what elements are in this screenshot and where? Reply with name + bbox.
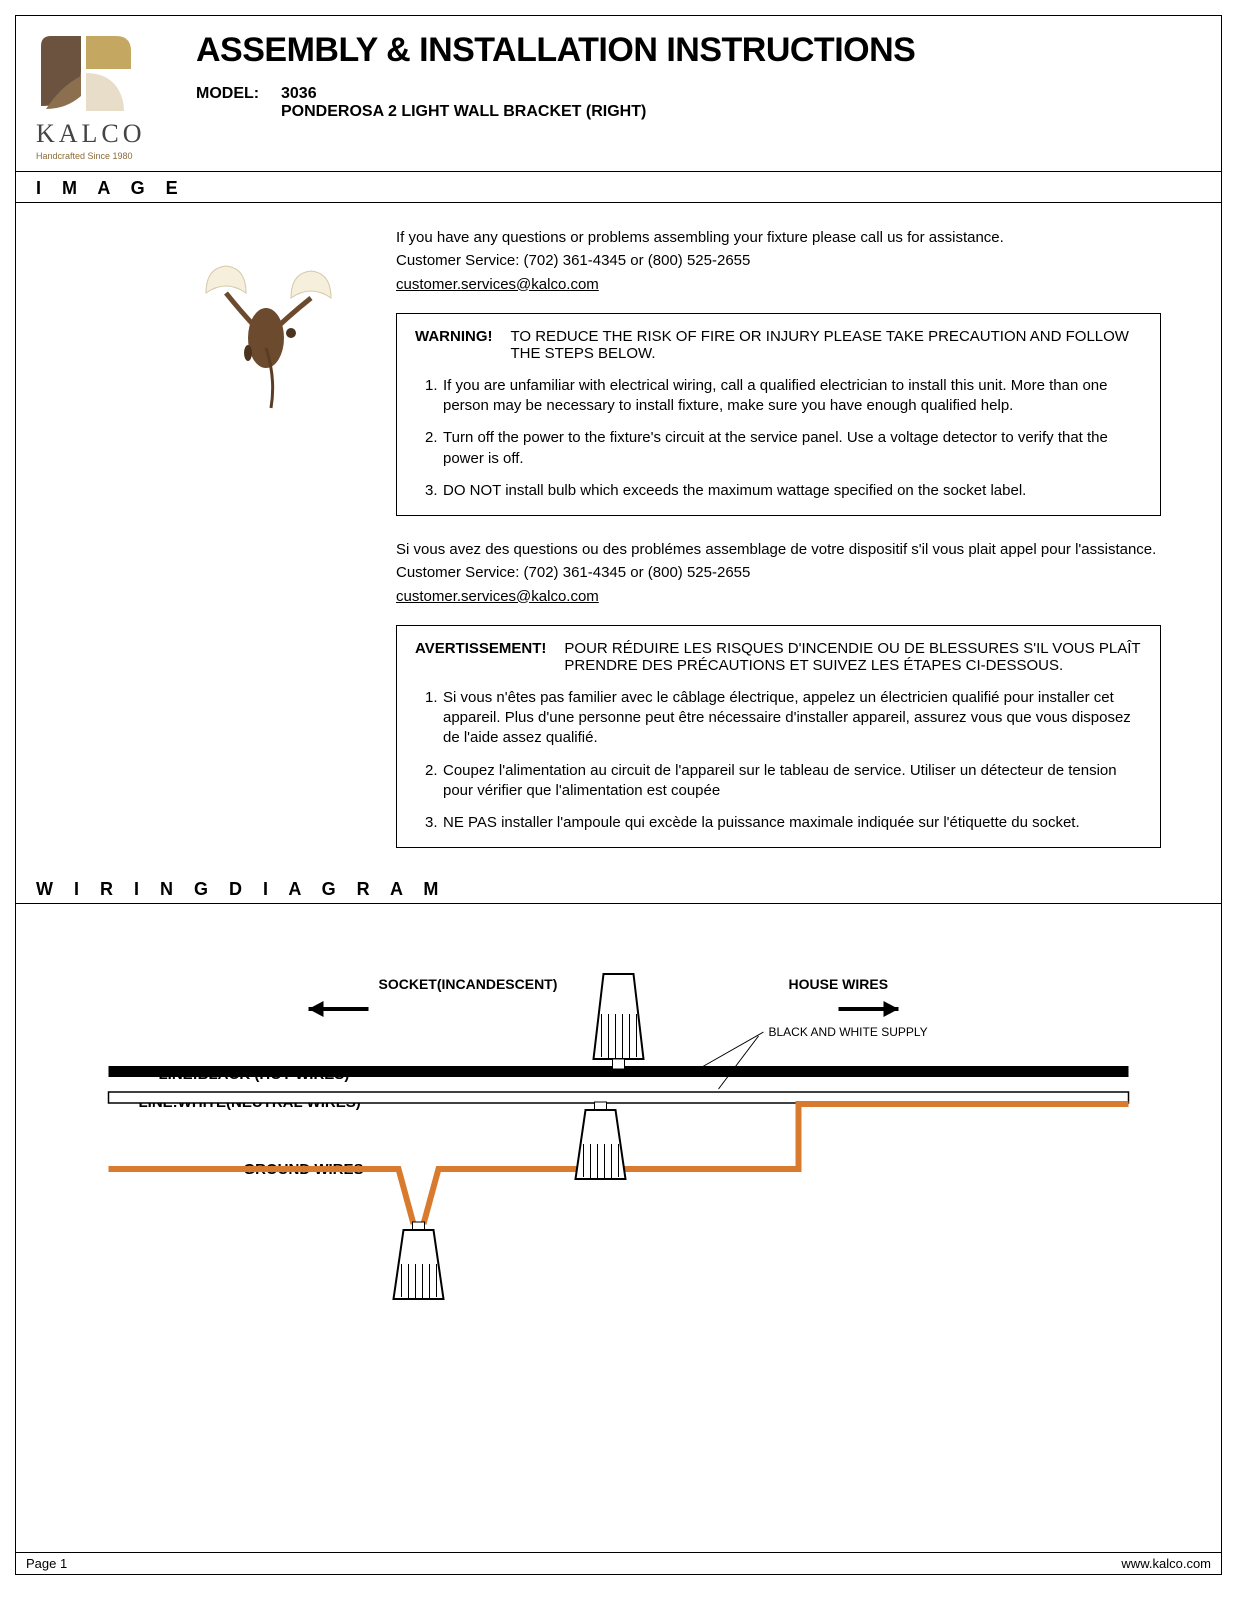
step-fr-3: 3. NE PAS installer l'ampoule qui excède…: [425, 813, 1142, 833]
model-label: MODEL:: [196, 85, 281, 103]
step-text: Coupez l'alimentation au circuit de l'ap…: [443, 761, 1142, 802]
intro-fr-1: Si vous avez des questions ou des problé…: [396, 540, 1161, 560]
step-num: 2.: [425, 428, 443, 469]
content-area: If you have any questions or problems as…: [16, 203, 1221, 873]
step-num: 1.: [425, 688, 443, 749]
step-num: 3.: [425, 813, 443, 833]
step-text: Turn off the power to the fixture's circ…: [443, 428, 1142, 469]
warn-text-en: TO REDUCE THE RISK OF FIRE OR INJURY PLE…: [511, 328, 1143, 362]
footer: Page 1 www.kalco.com: [16, 1552, 1221, 1574]
brand-tagline: Handcrafted Since 1980: [36, 151, 186, 161]
intro-fr-2: Customer Service: (702) 361-4345 or (800…: [396, 563, 1161, 583]
warn-label-fr: AVERTISSEMENT!: [415, 640, 564, 674]
product-image-column: [36, 228, 396, 848]
wiring-svg: SOCKET(INCANDESCENT) HOUSE WIRES BLACK A…: [66, 944, 1171, 1304]
step-en-3: 3. DO NOT install bulb which exceeds the…: [425, 481, 1142, 501]
email-en[interactable]: customer.services@kalco.com: [396, 275, 1161, 295]
step-text: DO NOT install bulb which exceeds the ma…: [443, 481, 1142, 501]
wire-nut-top: [594, 974, 644, 1069]
intro-en-2: Customer Service: (702) 361-4345 or (800…: [396, 251, 1161, 271]
product-image-icon: [176, 238, 356, 438]
step-fr-2: 2. Coupez l'alimentation au circuit de l…: [425, 761, 1142, 802]
text-column: If you have any questions or problems as…: [396, 228, 1201, 848]
step-text: Si vous n'êtes pas familier avec le câbl…: [443, 688, 1142, 749]
section-label-image: I M A G E: [16, 171, 1221, 203]
step-text: If you are unfamiliar with electrical wi…: [443, 376, 1142, 417]
step-num: 1.: [425, 376, 443, 417]
section-label-wiring: W I R I N G D I A G R A M: [16, 873, 1221, 904]
page-title: ASSEMBLY & INSTALLATION INSTRUCTIONS: [196, 31, 1201, 70]
warn-label-en: WARNING!: [415, 328, 511, 362]
product-name: PONDEROSA 2 LIGHT WALL BRACKET (RIGHT): [281, 103, 1201, 121]
step-num: 3.: [425, 481, 443, 501]
page-number: Page 1: [26, 1556, 67, 1571]
model-number: 3036: [281, 85, 317, 103]
warn-text-fr: POUR RÉDUIRE LES RISQUES D'INCENDIE OU D…: [564, 640, 1142, 674]
footer-url: www.kalco.com: [1121, 1556, 1211, 1571]
socket-label: SOCKET(INCANDESCENT): [379, 976, 558, 992]
step-en-2: 2. Turn off the power to the fixture's c…: [425, 428, 1142, 469]
warning-head-en: WARNING! TO REDUCE THE RISK OF FIRE OR I…: [415, 328, 1142, 362]
house-wires-label: HOUSE WIRES: [789, 976, 889, 992]
wire-nut-middle: [576, 1102, 626, 1179]
model-row: MODEL: 3036: [196, 85, 1201, 103]
warning-box-en: WARNING! TO REDUCE THE RISK OF FIRE OR I…: [396, 313, 1161, 516]
title-block: ASSEMBLY & INSTALLATION INSTRUCTIONS MOD…: [186, 31, 1201, 161]
intro-en-1: If you have any questions or problems as…: [396, 228, 1161, 248]
header-row: KALCO Handcrafted Since 1980 ASSEMBLY & …: [16, 16, 1221, 171]
step-text: NE PAS installer l'ampoule qui excède la…: [443, 813, 1142, 833]
step-fr-1: 1. Si vous n'êtes pas familier avec le c…: [425, 688, 1142, 749]
page-container: KALCO Handcrafted Since 1980 ASSEMBLY & …: [15, 15, 1222, 1575]
warning-head-fr: AVERTISSEMENT! POUR RÉDUIRE LES RISQUES …: [415, 640, 1142, 674]
kalco-logo-icon: [36, 31, 136, 111]
warning-box-fr: AVERTISSEMENT! POUR RÉDUIRE LES RISQUES …: [396, 625, 1161, 849]
wire-nut-bottom: [394, 1222, 444, 1299]
logo-block: KALCO Handcrafted Since 1980: [36, 31, 186, 161]
brand-name: KALCO: [36, 119, 186, 149]
email-fr[interactable]: customer.services@kalco.com: [396, 587, 1161, 607]
step-en-1: 1. If you are unfamiliar with electrical…: [425, 376, 1142, 417]
wiring-diagram: SOCKET(INCANDESCENT) HOUSE WIRES BLACK A…: [16, 904, 1221, 1304]
step-num: 2.: [425, 761, 443, 802]
supply-label: BLACK AND WHITE SUPPLY: [769, 1025, 928, 1039]
